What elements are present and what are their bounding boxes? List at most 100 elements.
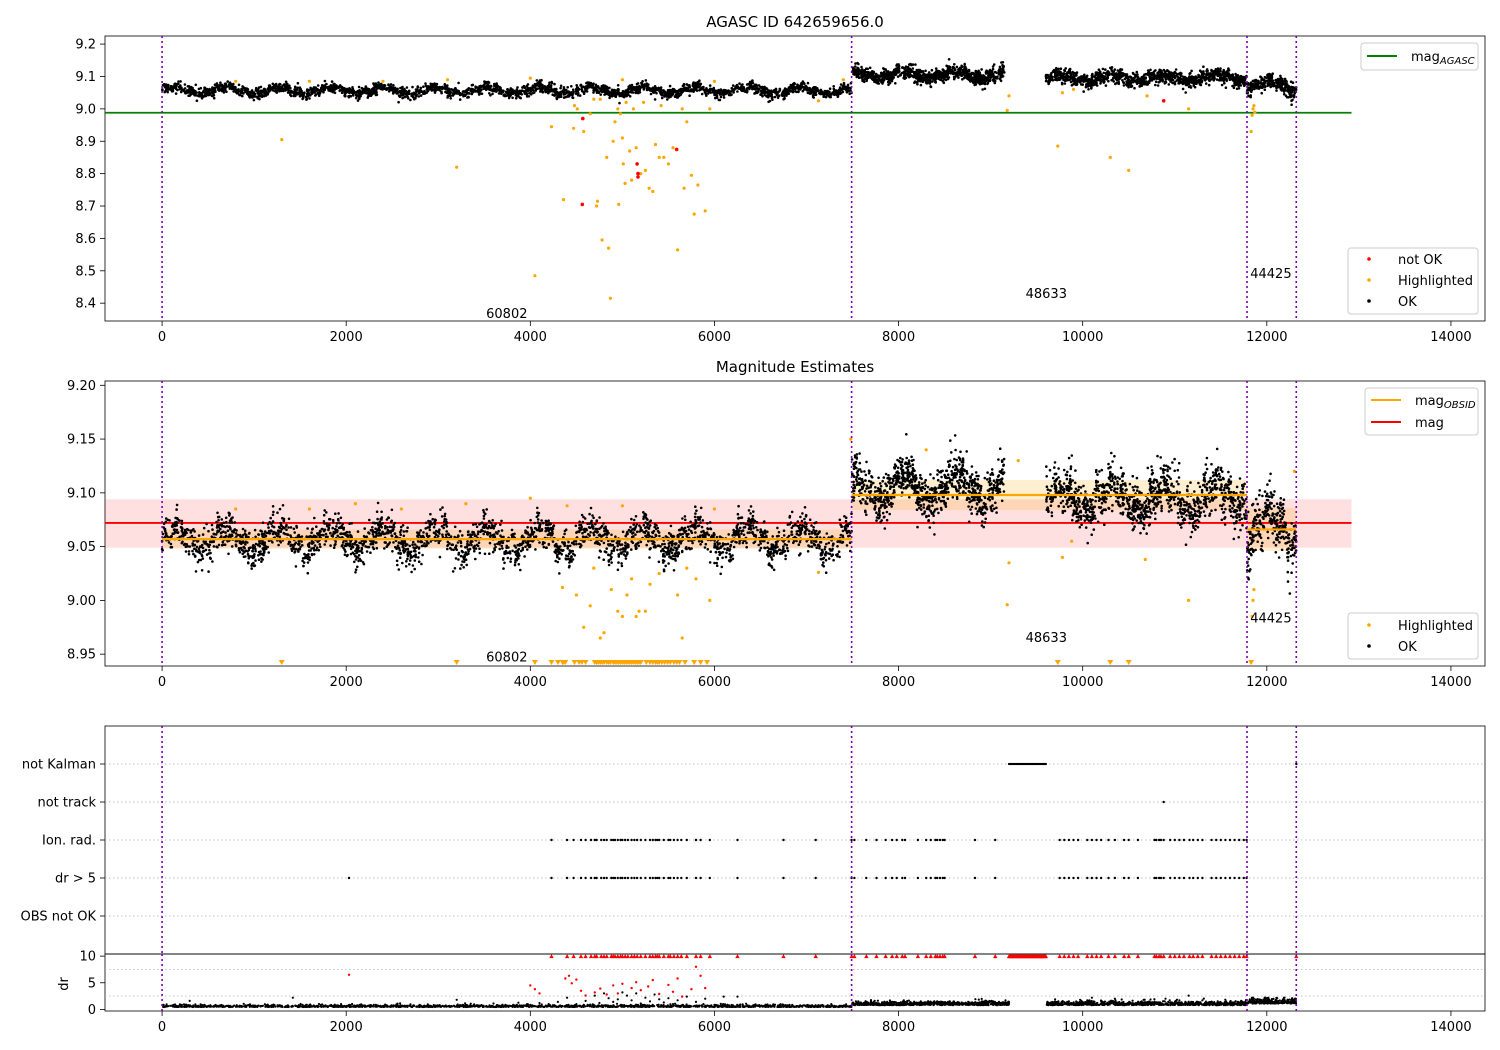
ok-point xyxy=(1125,84,1129,87)
ok-point xyxy=(1145,82,1149,86)
ok-point xyxy=(613,88,616,92)
ok-point xyxy=(606,86,609,90)
ok-point xyxy=(754,87,757,91)
ok-point xyxy=(495,87,499,90)
obsid-label: 60802 xyxy=(486,307,527,322)
ok-point xyxy=(571,88,575,91)
ok-point xyxy=(474,86,478,90)
ok-point xyxy=(1197,78,1201,82)
ok-point xyxy=(491,92,494,96)
ok-point xyxy=(960,65,964,68)
ok-point xyxy=(1109,66,1112,70)
ok-point xyxy=(594,83,598,87)
ok-point xyxy=(487,87,490,91)
highlighted-point xyxy=(662,155,666,159)
ok-point xyxy=(1221,71,1224,74)
ok-point xyxy=(522,84,526,88)
highlighted-point xyxy=(572,104,577,108)
ok-point xyxy=(704,92,707,96)
ok-point xyxy=(1051,79,1055,82)
ok-point xyxy=(1271,79,1275,83)
ok-point xyxy=(515,94,519,98)
ok-point xyxy=(585,90,589,93)
highlighted-point xyxy=(676,248,680,252)
ok-point xyxy=(340,91,344,94)
ok-point xyxy=(321,90,325,93)
ok-point xyxy=(841,90,845,94)
ok-point xyxy=(995,71,998,74)
ok-point xyxy=(174,84,178,88)
ok-point xyxy=(1168,71,1171,75)
ok-point xyxy=(908,72,912,76)
ok-point xyxy=(1291,86,1295,89)
ok-point xyxy=(745,83,749,86)
ok-point xyxy=(1194,77,1198,81)
ok-point xyxy=(479,85,482,88)
highlighted-point xyxy=(1005,108,1009,113)
ok-point xyxy=(355,96,358,100)
ok-point xyxy=(310,89,314,93)
x-tick-label: 0 xyxy=(158,330,166,345)
ok-point xyxy=(973,73,976,77)
ok-point xyxy=(1060,82,1064,86)
ok-point xyxy=(358,94,362,97)
ok-point xyxy=(600,89,604,93)
ok-point xyxy=(699,82,703,86)
ok-point xyxy=(457,81,460,85)
highlighted-point xyxy=(712,79,717,83)
ok-point xyxy=(370,90,374,93)
ok-point xyxy=(867,76,870,79)
ok-point xyxy=(1156,84,1160,87)
ok-point xyxy=(951,66,955,70)
ok-point xyxy=(982,76,985,79)
ok-point xyxy=(666,98,669,101)
ok-point xyxy=(783,93,787,96)
ok-point xyxy=(818,91,821,95)
ok-point xyxy=(774,89,777,92)
ok-point xyxy=(514,97,518,100)
ok-point xyxy=(852,72,855,76)
ok-point xyxy=(319,89,322,92)
ok-point xyxy=(1124,76,1128,80)
ok-point xyxy=(879,75,882,78)
highlighted-point xyxy=(631,107,636,111)
ok-point xyxy=(559,95,563,98)
ok-point xyxy=(431,82,434,86)
ok-point xyxy=(585,81,588,85)
ok-point xyxy=(327,87,330,91)
ok-point xyxy=(765,94,769,97)
ok-point xyxy=(1214,68,1218,71)
ok-point xyxy=(244,88,247,91)
ok-point xyxy=(791,90,795,94)
ok-point xyxy=(1189,71,1192,75)
ok-point xyxy=(1083,74,1086,78)
ok-point xyxy=(559,86,562,90)
ok-point xyxy=(824,95,828,99)
ok-point xyxy=(924,74,928,78)
ok-point xyxy=(1086,84,1090,87)
ok-point xyxy=(1188,75,1191,78)
ok-point xyxy=(1219,67,1222,70)
ok-point xyxy=(1119,68,1122,71)
ok-point xyxy=(657,87,661,90)
ok-point xyxy=(208,88,212,91)
ok-point xyxy=(757,88,760,92)
ok-point xyxy=(1104,84,1108,87)
ok-point xyxy=(731,84,735,87)
y-tick-label: 8.7 xyxy=(75,200,96,215)
ok-point xyxy=(653,98,657,101)
ok-point xyxy=(659,86,663,89)
ok-point xyxy=(314,93,318,96)
ok-point xyxy=(1136,77,1140,81)
ok-point xyxy=(241,85,244,88)
ok-point xyxy=(990,75,993,78)
ok-point xyxy=(563,88,566,92)
ok-point xyxy=(946,77,950,81)
y-tick-label: 8.6 xyxy=(75,232,96,247)
ok-point xyxy=(1223,81,1226,85)
ok-point xyxy=(1286,96,1290,99)
ok-point xyxy=(1144,77,1147,80)
ok-point xyxy=(1140,81,1143,85)
ok-point xyxy=(688,85,691,89)
